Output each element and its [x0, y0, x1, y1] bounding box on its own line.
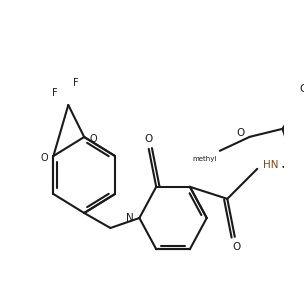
Text: O: O: [236, 128, 244, 138]
Text: O: O: [145, 134, 153, 144]
Text: O: O: [233, 242, 241, 252]
Text: F: F: [73, 78, 78, 88]
Text: methyl: methyl: [193, 156, 217, 162]
Text: O: O: [90, 134, 97, 144]
Text: O: O: [40, 153, 48, 163]
Text: N: N: [126, 213, 134, 223]
Text: HN: HN: [263, 160, 278, 170]
Text: F: F: [52, 88, 58, 98]
Text: O: O: [299, 84, 304, 94]
